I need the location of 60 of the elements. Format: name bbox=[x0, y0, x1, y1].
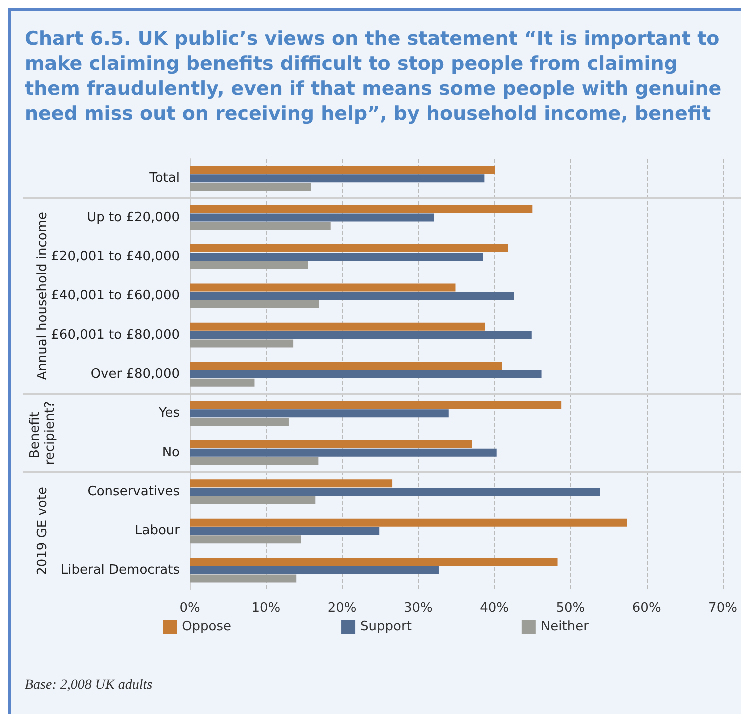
text: Base: 2,008 UK adults bbox=[25, 678, 153, 694]
y-tick-label: Liberal Democrats bbox=[60, 562, 180, 578]
bar bbox=[190, 174, 485, 183]
bar bbox=[190, 496, 316, 504]
x-tick-label: 70% bbox=[708, 601, 738, 616]
y-tick-label: Conservatives bbox=[88, 484, 180, 500]
bar bbox=[190, 574, 297, 583]
y-tick-label: No bbox=[162, 445, 180, 460]
y-tick-label: Yes bbox=[158, 406, 180, 422]
bar bbox=[190, 401, 562, 410]
bar bbox=[190, 261, 308, 270]
bar bbox=[190, 410, 449, 418]
bar bbox=[190, 488, 600, 496]
bar bbox=[190, 252, 484, 261]
text: 2019 GE vote bbox=[36, 487, 50, 576]
bar bbox=[190, 558, 558, 566]
legend-label: Support bbox=[360, 620, 412, 634]
bar bbox=[190, 292, 514, 300]
x-tick-label: 0% bbox=[180, 601, 200, 616]
legend-label: Neither bbox=[540, 620, 590, 634]
bar bbox=[190, 362, 502, 370]
x-tick-label: 50% bbox=[556, 601, 586, 616]
bar bbox=[190, 331, 532, 340]
bar bbox=[190, 370, 542, 378]
y-tick-label: Total bbox=[148, 171, 180, 186]
y-tick-label: £60,001 to £80,000 bbox=[51, 328, 180, 343]
bar bbox=[190, 322, 486, 331]
chart-title: Chart 6.5. UK public’s views on the statement “It is important to make claiming benefits difficult to stop people from claiming them fraudulently, even if that means some people with genuine need miss out on receiving help”, by household income, benefit bbox=[24, 27, 723, 127]
x-tick-label: 40% bbox=[480, 601, 510, 616]
bar bbox=[190, 182, 312, 191]
y-tick-label: Labour bbox=[135, 524, 181, 539]
text: Annual household income bbox=[36, 212, 50, 380]
bar bbox=[190, 518, 628, 527]
y-tick-label: Up to £20,000 bbox=[87, 210, 180, 226]
bar bbox=[190, 448, 497, 457]
y-tick-label: £20,001 to £40,000 bbox=[51, 249, 180, 264]
bar bbox=[190, 214, 434, 222]
legend-label: Oppose bbox=[182, 620, 232, 634]
x-tick-label: 10% bbox=[252, 601, 281, 616]
x-tick-label: 60% bbox=[632, 601, 662, 616]
bar bbox=[190, 284, 456, 292]
bar bbox=[190, 480, 393, 488]
bar bbox=[190, 440, 472, 448]
x-tick-label: 30% bbox=[404, 601, 433, 616]
y-tick-label: £40,001 to £60,000 bbox=[51, 288, 180, 304]
bar bbox=[190, 457, 319, 466]
bar bbox=[190, 418, 289, 426]
y-tick-label: Over £80,000 bbox=[90, 367, 180, 382]
bar bbox=[190, 244, 508, 253]
bar bbox=[190, 340, 294, 348]
bar bbox=[190, 536, 302, 544]
bar bbox=[190, 300, 320, 309]
text: Benefit recipient? bbox=[28, 401, 58, 466]
bar bbox=[190, 205, 533, 214]
bar bbox=[190, 527, 380, 536]
bar bbox=[190, 222, 331, 230]
bar bbox=[190, 566, 439, 574]
bar bbox=[190, 166, 496, 174]
bar bbox=[190, 378, 255, 387]
x-tick-label: 20% bbox=[328, 601, 357, 616]
